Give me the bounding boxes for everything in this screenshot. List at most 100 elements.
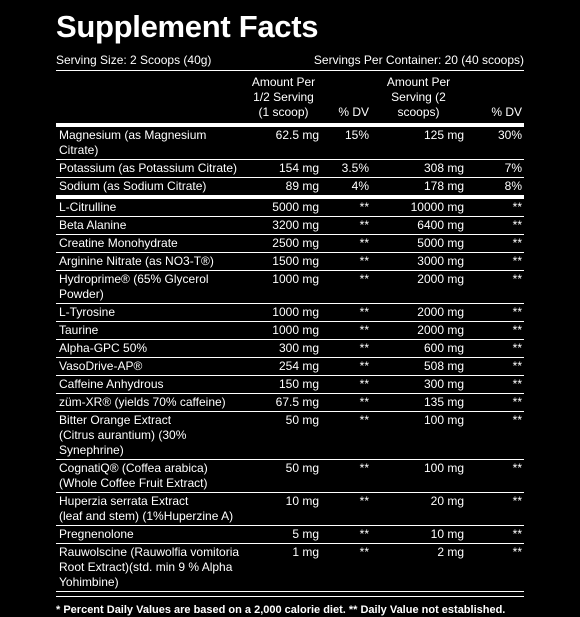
amount: 62.5 mg xyxy=(275,128,319,142)
name-line: Creatine Monohydrate xyxy=(59,236,178,250)
daily-value: 8% xyxy=(504,179,522,193)
amount: 1 mg xyxy=(292,545,319,559)
nutrient-row: Creatine Monohydrate 2500 mg ** 5000 mg ** xyxy=(56,235,524,253)
daily-value: ** xyxy=(512,545,522,559)
daily-value: ** xyxy=(512,218,522,232)
amount: 5000 mg xyxy=(272,200,319,214)
amount: 6400 mg xyxy=(417,218,464,232)
nutrient-name: Creatine Monohydrate xyxy=(56,235,246,253)
daily-value: ** xyxy=(359,305,369,319)
amount: 308 mg xyxy=(423,161,464,175)
nutrient-row: Arginine Nitrate (as NO3-T®) 1500 mg ** 300… xyxy=(56,253,524,271)
amount: 5000 mg xyxy=(417,236,464,250)
name-line: Taurine xyxy=(59,323,99,337)
nutrient-row: L-Tyrosine 1000 mg ** 2000 mg ** xyxy=(56,304,524,322)
name-line: Beta Alanine xyxy=(59,218,127,232)
footnote: * Percent Daily Values are based on a 2,… xyxy=(56,596,524,617)
amount: 178 mg xyxy=(423,179,464,193)
daily-value: 3.5% xyxy=(341,161,369,175)
nutrient-name: Rauwolscine (Rauwolfia vomitoria Root Ext… xyxy=(56,544,246,592)
nutrient-name: züm-XR® (yields 70% caffeine) xyxy=(56,394,246,412)
daily-value: ** xyxy=(359,272,369,286)
amount: 254 mg xyxy=(278,359,319,373)
daily-value: ** xyxy=(512,236,522,250)
daily-value: ** xyxy=(359,395,369,409)
nutrient-name: Taurine xyxy=(56,322,246,340)
nutrient-name: Caffeine Anhydrous xyxy=(56,376,246,394)
nutrient-name: Magnesium (as Magnesium Citrate) xyxy=(56,125,246,160)
nutrient-name: Beta Alanine xyxy=(56,217,246,235)
amount: 50 mg xyxy=(285,461,319,475)
amount: 2000 mg xyxy=(417,323,464,337)
name-line: Magnesium (as Magnesium Citrate) xyxy=(59,128,207,157)
daily-value: ** xyxy=(359,461,369,475)
daily-value: ** xyxy=(512,494,522,508)
column-header: Amount Per 1/2 Serving (1 scoop) xyxy=(251,75,316,119)
name-line: Pregnenolone xyxy=(59,527,134,541)
nutrient-row: Caffeine Anhydrous 150 mg ** 300 mg ** xyxy=(56,376,524,394)
daily-value: 7% xyxy=(504,161,522,175)
amount: 2000 mg xyxy=(417,272,464,286)
amount: 1500 mg xyxy=(272,254,319,268)
servings-per-container: Servings Per Container: 20 (40 scoops) xyxy=(313,53,524,67)
amount: 300 mg xyxy=(278,341,319,355)
nutrient-name: Arginine Nitrate (as NO3-T®) xyxy=(56,253,246,271)
daily-value: ** xyxy=(359,545,369,559)
daily-value: ** xyxy=(359,254,369,268)
nutrient-name: CognatiQ® (Coffea arabica) (Whole Coffee … xyxy=(56,460,246,493)
serving-info: Serving Size: 2 Scoops (40g) Servings Pe… xyxy=(56,46,524,71)
amount: 50 mg xyxy=(285,413,319,427)
daily-value: ** xyxy=(359,377,369,391)
name-line: Hydroprime® (65% Glycerol Powder) xyxy=(59,272,209,301)
amount: 3200 mg xyxy=(272,218,319,232)
nutrient-name: VasoDrive-AP® xyxy=(56,358,246,376)
amount: 20 mg xyxy=(430,494,464,508)
daily-value: ** xyxy=(512,461,522,475)
daily-value: ** xyxy=(512,527,522,541)
daily-value: 4% xyxy=(351,179,369,193)
amount: 1000 mg xyxy=(272,272,319,286)
name-line: (Citrus aurantium) (30% Synephrine) xyxy=(59,428,187,457)
nutrient-row: Hydroprime® (65% Glycerol Powder) 1000 mg… xyxy=(56,271,524,304)
name-line: Alpha-GPC 50% xyxy=(59,341,148,355)
daily-value: ** xyxy=(512,359,522,373)
daily-value: ** xyxy=(512,200,522,214)
amount: 5 mg xyxy=(292,527,319,541)
nutrient-row: Bitter Orange Extract (Citrus aurantium) … xyxy=(56,412,524,460)
column-header: % DV xyxy=(491,105,522,119)
amount: 1000 mg xyxy=(272,323,319,337)
nutrient-row: VasoDrive-AP® 254 mg ** 508 mg ** xyxy=(56,358,524,376)
nutrient-row: CognatiQ® (Coffea arabica) (Whole Coffee … xyxy=(56,460,524,493)
amount: 600 mg xyxy=(423,341,464,355)
daily-value: ** xyxy=(359,236,369,250)
supplement-facts-panel: Supplement Facts Serving Size: 2 Scoops … xyxy=(56,8,524,617)
nutrient-name: Sodium (as Sodium Citrate) xyxy=(56,178,246,198)
name-line: Rauwolscine (Rauwolfia vomitoria xyxy=(59,545,240,559)
daily-value: ** xyxy=(512,305,522,319)
serving-size: Serving Size: 2 Scoops (40g) xyxy=(56,53,212,67)
daily-value: ** xyxy=(512,341,522,355)
amount: 2 mg xyxy=(437,545,464,559)
amount: 10 mg xyxy=(430,527,464,541)
name-line: Sodium (as Sodium Citrate) xyxy=(59,179,207,193)
name-line: VasoDrive-AP® xyxy=(59,359,143,373)
nutrient-name: Potassium (as Potassium Citrate) xyxy=(56,160,246,178)
nutrient-name: L-Citrulline xyxy=(56,197,246,217)
nutrient-row: Alpha-GPC 50% 300 mg ** 600 mg ** xyxy=(56,340,524,358)
amount: 1000 mg xyxy=(272,305,319,319)
daily-value: ** xyxy=(359,413,369,427)
nutrient-row: L-Citrulline 5000 mg ** 10000 mg ** xyxy=(56,197,524,217)
amount: 10 mg xyxy=(285,494,319,508)
nutrient-name: Bitter Orange Extract (Citrus aurantium) … xyxy=(56,412,246,460)
nutrient-row: Sodium (as Sodium Citrate) 89 mg 4% 178 mg 8… xyxy=(56,178,524,198)
amount: 2500 mg xyxy=(272,236,319,250)
amount: 2000 mg xyxy=(417,305,464,319)
daily-value: 15% xyxy=(344,128,369,142)
daily-value: ** xyxy=(512,377,522,391)
daily-value: ** xyxy=(359,359,369,373)
nutrient-row: Taurine 1000 mg ** 2000 mg ** xyxy=(56,322,524,340)
daily-value: ** xyxy=(512,323,522,337)
daily-value: ** xyxy=(512,413,522,427)
amount: 135 mg xyxy=(423,395,464,409)
amount: 100 mg xyxy=(423,461,464,475)
